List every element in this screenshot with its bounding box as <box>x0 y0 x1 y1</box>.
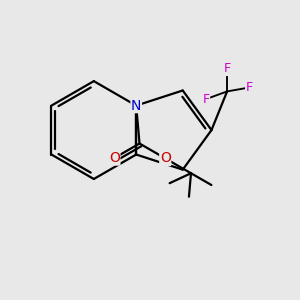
Text: N: N <box>131 99 141 112</box>
Text: F: F <box>202 93 210 106</box>
Text: O: O <box>109 151 120 165</box>
Text: O: O <box>160 152 171 165</box>
Text: F: F <box>246 81 253 94</box>
Text: F: F <box>224 62 231 75</box>
